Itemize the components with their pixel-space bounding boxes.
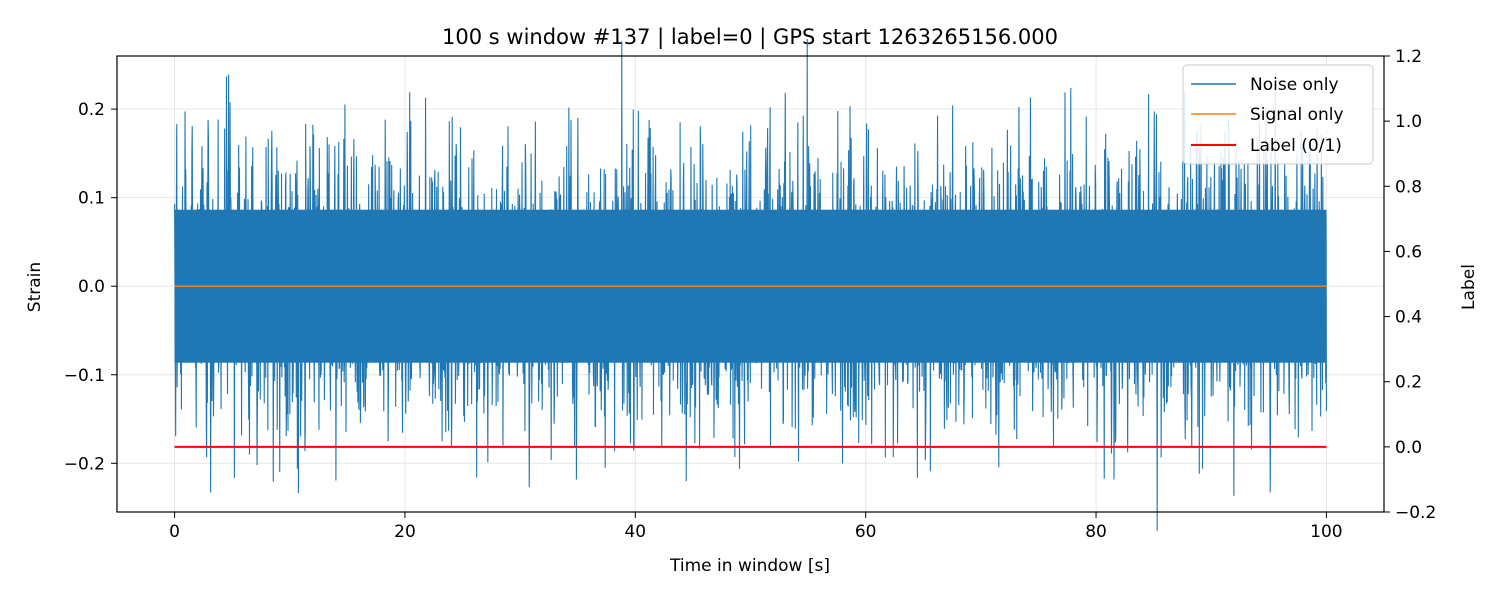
legend-label-label: Label (0/1) bbox=[1250, 136, 1342, 156]
y2-tick-label: 0.2 bbox=[1395, 373, 1422, 393]
x-tick-label: 40 bbox=[624, 522, 646, 542]
y2-tick-label: 0.6 bbox=[1395, 242, 1422, 262]
x-tick-label: 20 bbox=[394, 522, 416, 542]
y2-tick-label: 0.8 bbox=[1395, 177, 1422, 197]
x-tick-label: 0 bbox=[169, 522, 180, 542]
axes-frame bbox=[116, 55, 1385, 513]
y2-tick-label: 1.2 bbox=[1395, 47, 1422, 67]
ticks: 0 20 40 60 80 100 −0.2 −0.1 0.0 0.1 0.2 −0.2 0.0 0.2 0… bbox=[64, 47, 1437, 542]
legend-label-signal: Signal only bbox=[1250, 105, 1344, 125]
y-tick-label: 0.1 bbox=[78, 189, 105, 209]
x-tick-label: 60 bbox=[855, 522, 877, 542]
x-tick-label: 80 bbox=[1085, 522, 1107, 542]
y-tick-label: −0.2 bbox=[64, 454, 105, 474]
legend: Noise only Signal only Label (0/1) bbox=[1182, 64, 1374, 165]
series-layer bbox=[174, 38, 1327, 531]
y2-tick-label: 0.0 bbox=[1395, 438, 1422, 458]
plot-frame bbox=[116, 55, 1385, 513]
y-tick-label: −0.1 bbox=[64, 366, 105, 386]
legend-box bbox=[1182, 64, 1374, 165]
y2-axis-title: Label bbox=[1459, 264, 1479, 310]
chart-title: 100 s window #137 | label=0 | GPS start … bbox=[442, 25, 1058, 50]
y2-tick-label: −0.2 bbox=[1395, 503, 1436, 523]
y-axis-title: Strain bbox=[25, 262, 45, 312]
y2-tick-label: 0.4 bbox=[1395, 308, 1422, 328]
legend-label-noise: Noise only bbox=[1250, 75, 1339, 95]
y2-tick-label: 1.0 bbox=[1395, 112, 1422, 132]
y-tick-label: 0.0 bbox=[78, 277, 105, 297]
y-tick-label: 0.2 bbox=[78, 100, 105, 120]
x-axis-title: Time in window [s] bbox=[669, 556, 830, 576]
x-tick-label: 100 bbox=[1310, 522, 1342, 542]
